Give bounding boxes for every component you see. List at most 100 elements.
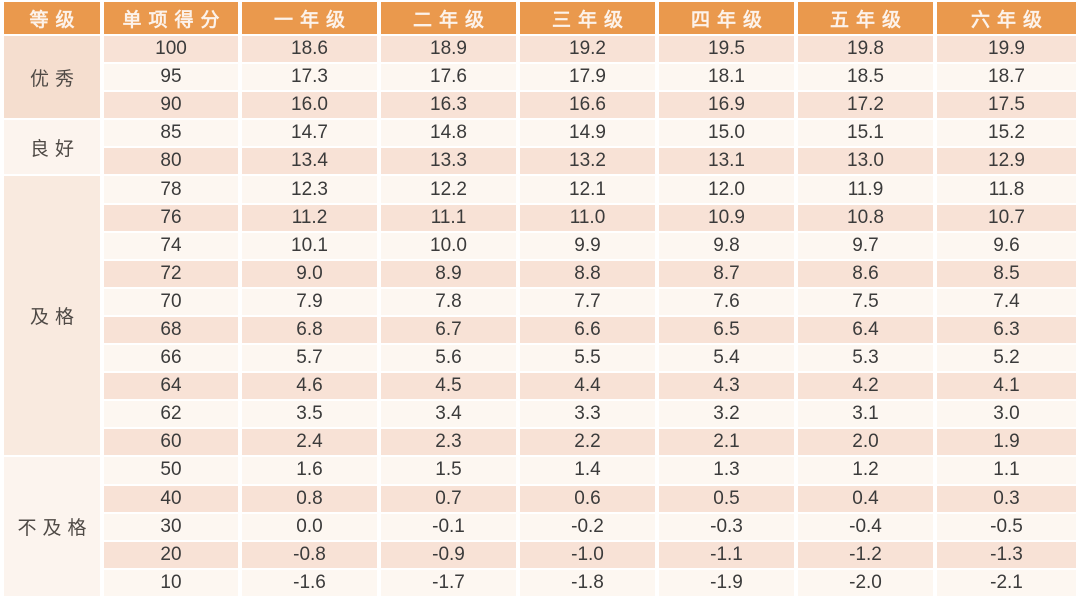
value-cell: -1.9	[659, 569, 794, 596]
value-cell: 17.3	[242, 64, 377, 91]
value-cell: -0.9	[381, 541, 516, 568]
score-cell: 78	[104, 176, 238, 203]
table-row: 优秀 100 18.6 18.9 19.2 19.5 19.8 19.9	[4, 36, 1076, 119]
value-cell: 10.1	[242, 232, 377, 259]
value-cell: 9.6	[937, 232, 1076, 259]
value-cell: 10.8	[798, 204, 933, 231]
table-header: 等级 单项得分 一年级 二年级 三年级 四年级 五年级 六年级	[4, 2, 1076, 34]
value-cell: 7.9	[242, 288, 377, 315]
value-cell: 8.7	[659, 260, 794, 287]
value-cell: 1.3	[659, 457, 794, 484]
score-cell: 20	[104, 541, 238, 568]
value-cell: 10.7	[937, 204, 1076, 231]
value-cell: 6.3	[937, 316, 1076, 344]
table-row: 74 10.1 10.0 9.9 9.8 9.7 9.6	[4, 232, 1076, 259]
value-cell: 7.7	[520, 288, 655, 315]
table-row: 70 7.9 7.8 7.7 7.6 7.5 7.4	[4, 288, 1076, 315]
value-cell: 9.8	[659, 232, 794, 259]
value-cell: 11.2	[242, 204, 377, 231]
value-cell: 14.8	[381, 120, 516, 147]
table-row: 80 13.4 13.3 13.2 13.1 13.0 12.9	[4, 148, 1076, 175]
value-cell: 5.5	[520, 345, 655, 372]
value-cell: 0.3	[937, 485, 1076, 512]
value-cell: 2.4	[242, 429, 377, 456]
value-cell: 2.0	[798, 429, 933, 456]
score-cell: 30	[104, 513, 238, 540]
value-cell: 4.4	[520, 373, 655, 400]
grade-group-label: 及格	[4, 176, 100, 456]
table-row: 72 9.0 8.9 8.8 8.7 8.6 8.5	[4, 260, 1076, 287]
value-cell: 18.7	[937, 64, 1076, 91]
column-header-grade-4: 四年级	[659, 2, 794, 34]
value-cell: -0.4	[798, 513, 933, 540]
value-cell: -1.3	[937, 541, 1076, 568]
column-header-grade-1: 一年级	[242, 2, 377, 34]
value-cell: 19.8	[798, 36, 933, 63]
value-cell: 4.6	[242, 373, 377, 400]
value-cell: 12.9	[937, 148, 1076, 175]
value-cell: 0.7	[381, 485, 516, 512]
score-cell: 72	[104, 260, 238, 287]
value-cell: 3.3	[520, 401, 655, 428]
value-cell: -1.2	[798, 541, 933, 568]
table-row: 10 -1.6 -1.7 -1.8 -1.9 -2.0 -2.1	[4, 569, 1076, 596]
value-cell: 15.2	[937, 120, 1076, 147]
value-cell: 17.9	[520, 64, 655, 91]
score-cell: 50	[104, 457, 238, 484]
value-cell: 5.4	[659, 345, 794, 372]
column-header-grade-3: 三年级	[520, 2, 655, 34]
value-cell: 5.6	[381, 345, 516, 372]
value-cell: -1.0	[520, 541, 655, 568]
value-cell: 19.5	[659, 36, 794, 63]
value-cell: 0.0	[242, 513, 377, 540]
value-cell: 1.6	[242, 457, 377, 484]
value-cell: 11.1	[381, 204, 516, 231]
value-cell: 15.1	[798, 120, 933, 147]
value-cell: 3.2	[659, 401, 794, 428]
score-cell: 60	[104, 429, 238, 456]
value-cell: 2.3	[381, 429, 516, 456]
value-cell: 15.0	[659, 120, 794, 147]
score-cell: 76	[104, 204, 238, 231]
score-cell: 40	[104, 485, 238, 512]
score-cell: 68	[104, 316, 238, 344]
value-cell: -0.2	[520, 513, 655, 540]
grade-group-label: 优秀	[4, 36, 100, 119]
value-cell: 3.1	[798, 401, 933, 428]
score-cell: 90	[104, 92, 238, 119]
value-cell: 7.5	[798, 288, 933, 315]
score-cell: 85	[104, 120, 238, 147]
score-cell: 70	[104, 288, 238, 315]
score-cell: 62	[104, 401, 238, 428]
table-row: 62 3.5 3.4 3.3 3.2 3.1 3.0	[4, 401, 1076, 428]
value-cell: 12.0	[659, 176, 794, 203]
score-cell: 80	[104, 148, 238, 175]
score-cell: 66	[104, 345, 238, 372]
value-cell: 16.6	[520, 92, 655, 119]
value-cell: 10.9	[659, 204, 794, 231]
value-cell: 6.8	[242, 316, 377, 344]
value-cell: 7.8	[381, 288, 516, 315]
value-cell: 12.2	[381, 176, 516, 203]
column-header-grade-level: 等级	[4, 2, 100, 34]
value-cell: 6.5	[659, 316, 794, 344]
value-cell: 6.7	[381, 316, 516, 344]
value-cell: 8.9	[381, 260, 516, 287]
value-cell: -0.8	[242, 541, 377, 568]
value-cell: 18.9	[381, 36, 516, 63]
value-cell: 16.3	[381, 92, 516, 119]
value-cell: 8.8	[520, 260, 655, 287]
value-cell: 13.2	[520, 148, 655, 175]
value-cell: 11.8	[937, 176, 1076, 203]
table-row: 66 5.7 5.6 5.5 5.4 5.3 5.2	[4, 345, 1076, 372]
value-cell: 5.2	[937, 345, 1076, 372]
value-cell: 2.2	[520, 429, 655, 456]
value-cell: 12.3	[242, 176, 377, 203]
value-cell: 16.0	[242, 92, 377, 119]
value-cell: 18.1	[659, 64, 794, 91]
value-cell: -1.1	[659, 541, 794, 568]
value-cell: 13.0	[798, 148, 933, 175]
value-cell: -1.7	[381, 569, 516, 596]
value-cell: 13.3	[381, 148, 516, 175]
